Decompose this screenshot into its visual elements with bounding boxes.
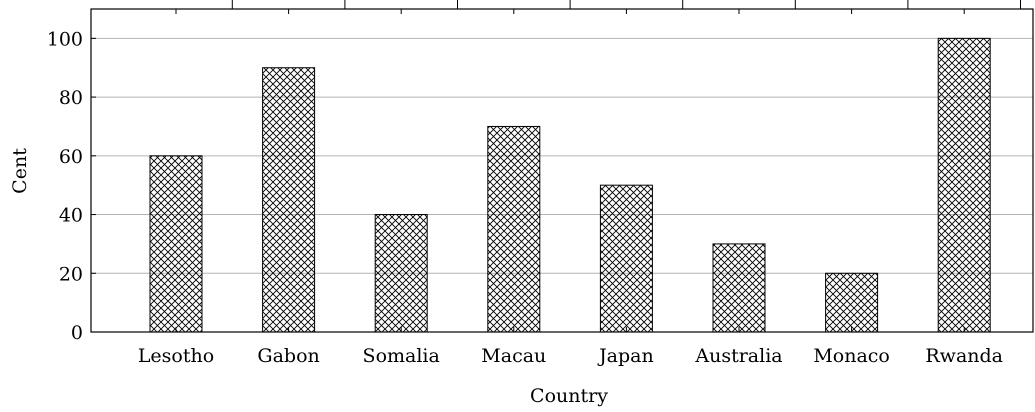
- x-tick-label: Macau: [481, 345, 546, 367]
- x-axis-title: Country: [530, 385, 608, 407]
- bar-macau: [487, 125, 541, 333]
- bars: [149, 37, 991, 333]
- bar-australia: [712, 243, 766, 333]
- bar-lesotho: [149, 155, 203, 333]
- bar-somalia: [374, 214, 428, 333]
- y-axis-title: Cent: [9, 148, 31, 194]
- x-tick-label: Monaco: [813, 345, 890, 367]
- bar-japan: [599, 184, 653, 333]
- x-tick-label: Gabon: [257, 345, 319, 367]
- tick-labels: 0 20 40 60 80 100 Lesotho Gabon Somalia Macau Japa…: [47, 28, 1003, 367]
- y-tick-label: 0: [71, 322, 83, 344]
- y-tick-label: 60: [59, 146, 83, 168]
- x-tick-label: Rwanda: [925, 345, 1003, 367]
- y-tick-label: 100: [47, 28, 83, 50]
- bar-rwanda: [937, 37, 991, 333]
- axes: [90, 0, 1034, 333]
- x-tick-label: Australia: [694, 345, 782, 367]
- gridlines: [91, 37, 1033, 274]
- y-tick-label: 20: [59, 263, 83, 285]
- bar-monaco: [825, 272, 879, 333]
- y-tick-label: 40: [59, 205, 83, 227]
- x-tick-label: Japan: [597, 345, 654, 367]
- plot-frame: [90, 8, 1034, 333]
- bar-gabon: [262, 67, 316, 333]
- x-tick-label: Somalia: [363, 345, 440, 367]
- y-tick-label: 80: [59, 87, 83, 109]
- x-tick-label: Lesotho: [138, 345, 214, 367]
